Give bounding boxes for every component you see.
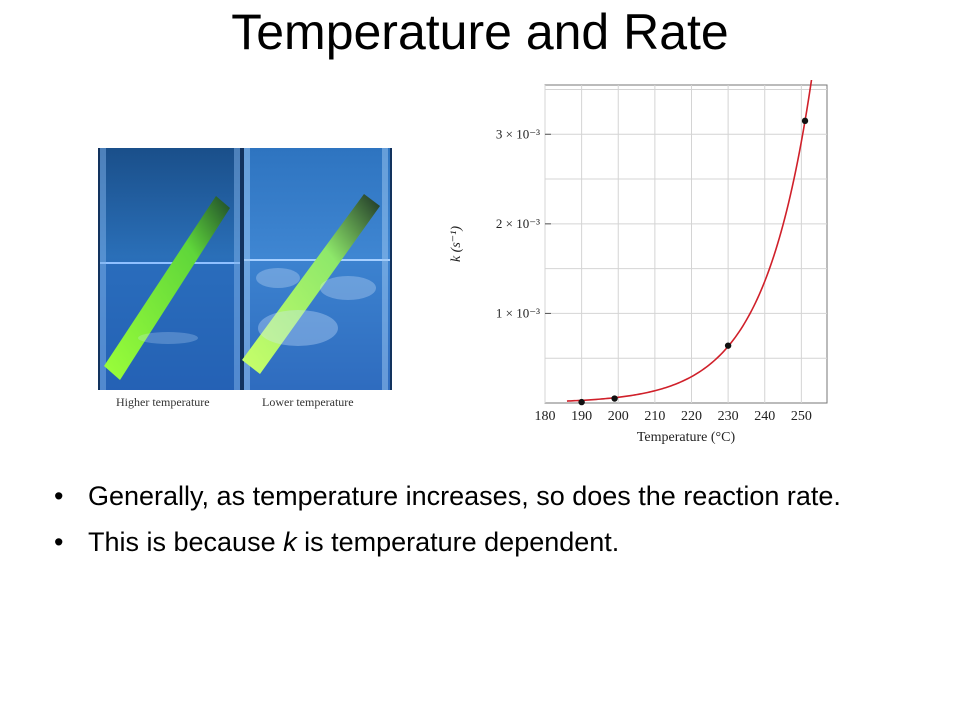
- bullet-dot: •: [54, 481, 64, 511]
- x-tick-label: 180: [535, 409, 556, 424]
- x-tick-labels: 180 190 200 210 220 230 240 250: [535, 409, 812, 424]
- data-point: [611, 395, 618, 402]
- x-tick-label: 230: [718, 409, 739, 424]
- x-tick-label: 250: [791, 409, 812, 424]
- x-tick-label: 200: [608, 409, 629, 424]
- caption-lower-temperature: Lower temperature: [262, 395, 354, 409]
- fit-curve: [566, 80, 813, 402]
- x-axis-label: Temperature (°C): [637, 430, 736, 445]
- rate-vs-temperature-chart: 180 190 200 210 220 230 240 250 1 × 10⁻³ 2 × 10⁻…: [449, 80, 828, 445]
- y-tick-label: 1 × 10⁻³: [496, 305, 540, 320]
- data-point: [724, 342, 732, 349]
- data-point: [801, 117, 809, 125]
- bullet-text-2-pre: This is because: [88, 527, 284, 557]
- y-tick-labels: 1 × 10⁻³ 2 × 10⁻³ 3 × 10⁻³: [496, 126, 551, 320]
- grid: [544, 85, 827, 403]
- bullet-item: • This is because k is temperature depen…: [52, 524, 910, 560]
- glow-stick-photo: [98, 148, 392, 390]
- x-tick-label: 240: [754, 409, 775, 424]
- x-tick-label: 210: [644, 409, 665, 424]
- slide-title: Temperature and Rate: [231, 4, 729, 60]
- bullet-item: • Generally, as temperature increases, s…: [52, 478, 910, 514]
- caption-higher-temperature: Higher temperature: [116, 395, 210, 409]
- bullet-text-2-post: is temperature dependent.: [296, 527, 620, 557]
- bullet-text-2-var: k: [283, 527, 297, 557]
- y-tick-label: 2 × 10⁻³: [496, 216, 540, 231]
- data-point: [578, 398, 585, 406]
- plot-area: [544, 84, 828, 404]
- bullet-text-1: Generally, as temperature increases, so …: [88, 481, 841, 511]
- data-points: [578, 117, 809, 406]
- bullet-list: • Generally, as temperature increases, s…: [52, 478, 910, 570]
- x-tick-label: 220: [681, 409, 702, 424]
- y-axis-label: k (s⁻¹): [449, 226, 464, 262]
- x-tick-label: 190: [571, 409, 592, 424]
- y-tick-label: 3 × 10⁻³: [496, 126, 540, 141]
- bullet-dot: •: [54, 527, 64, 557]
